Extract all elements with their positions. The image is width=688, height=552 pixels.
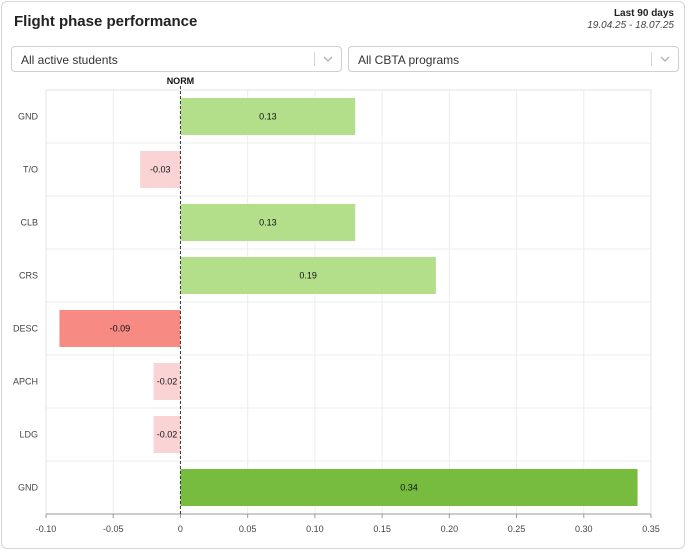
x-tick-label: -0.10 (36, 524, 57, 534)
range-dates: 19.04.25 - 18.07.25 (587, 20, 674, 31)
category-label: APCH (13, 377, 38, 387)
x-tick-label: 0 (178, 524, 183, 534)
chevron-down-icon (323, 56, 333, 62)
norm-label: NORM (167, 76, 195, 86)
bar-apch (153, 363, 181, 400)
range-label: Last 90 days (613, 8, 674, 19)
bar-value-label: 0.13 (259, 112, 277, 122)
x-tick-label: 0.20 (441, 524, 459, 534)
chart-title: Flight phase performance (14, 13, 198, 30)
x-tick-label: 0.25 (508, 524, 526, 534)
x-tick-label: 0.15 (373, 524, 391, 534)
bar-value-label: -0.09 (110, 324, 131, 334)
students-select[interactable]: All active students (11, 46, 342, 72)
programs-select-value: All CBTA programs (358, 53, 460, 67)
category-label: T/O (23, 165, 38, 175)
select-separator (651, 52, 652, 66)
category-label: LDG (19, 430, 38, 440)
x-tick-label: 0.05 (239, 524, 257, 534)
bar-gnd (180, 98, 356, 135)
x-tick-label: 0.10 (306, 524, 324, 534)
bar-t-o (140, 151, 181, 188)
bar-value-label: 0.34 (400, 483, 418, 493)
x-tick-label: 0.30 (575, 524, 593, 534)
bar-crs (180, 257, 436, 294)
bar-gnd (180, 469, 638, 506)
bar-value-label: -0.02 (157, 377, 178, 387)
bar-value-label: 0.19 (299, 271, 317, 281)
x-tick-label: 0.35 (642, 524, 660, 534)
students-select-value: All active students (21, 53, 118, 67)
bar-desc (59, 310, 181, 347)
category-label: CLB (20, 218, 38, 228)
bar-value-label: -0.03 (150, 165, 171, 175)
chevron-down-icon (660, 56, 670, 62)
category-label: DESC (13, 324, 39, 334)
programs-select[interactable]: All CBTA programs (348, 46, 679, 72)
select-separator (314, 52, 315, 66)
bar-value-label: -0.02 (157, 430, 178, 440)
bar-clb (180, 204, 356, 241)
category-label: GND (18, 483, 39, 493)
category-label: CRS (19, 271, 38, 281)
date-range: Last 90 days 19.04.25 - 18.07.25 (587, 8, 674, 31)
bar-value-label: 0.13 (259, 218, 277, 228)
x-tick-label: -0.05 (103, 524, 124, 534)
category-label: GND (18, 112, 39, 122)
bar-ldg (153, 416, 181, 453)
